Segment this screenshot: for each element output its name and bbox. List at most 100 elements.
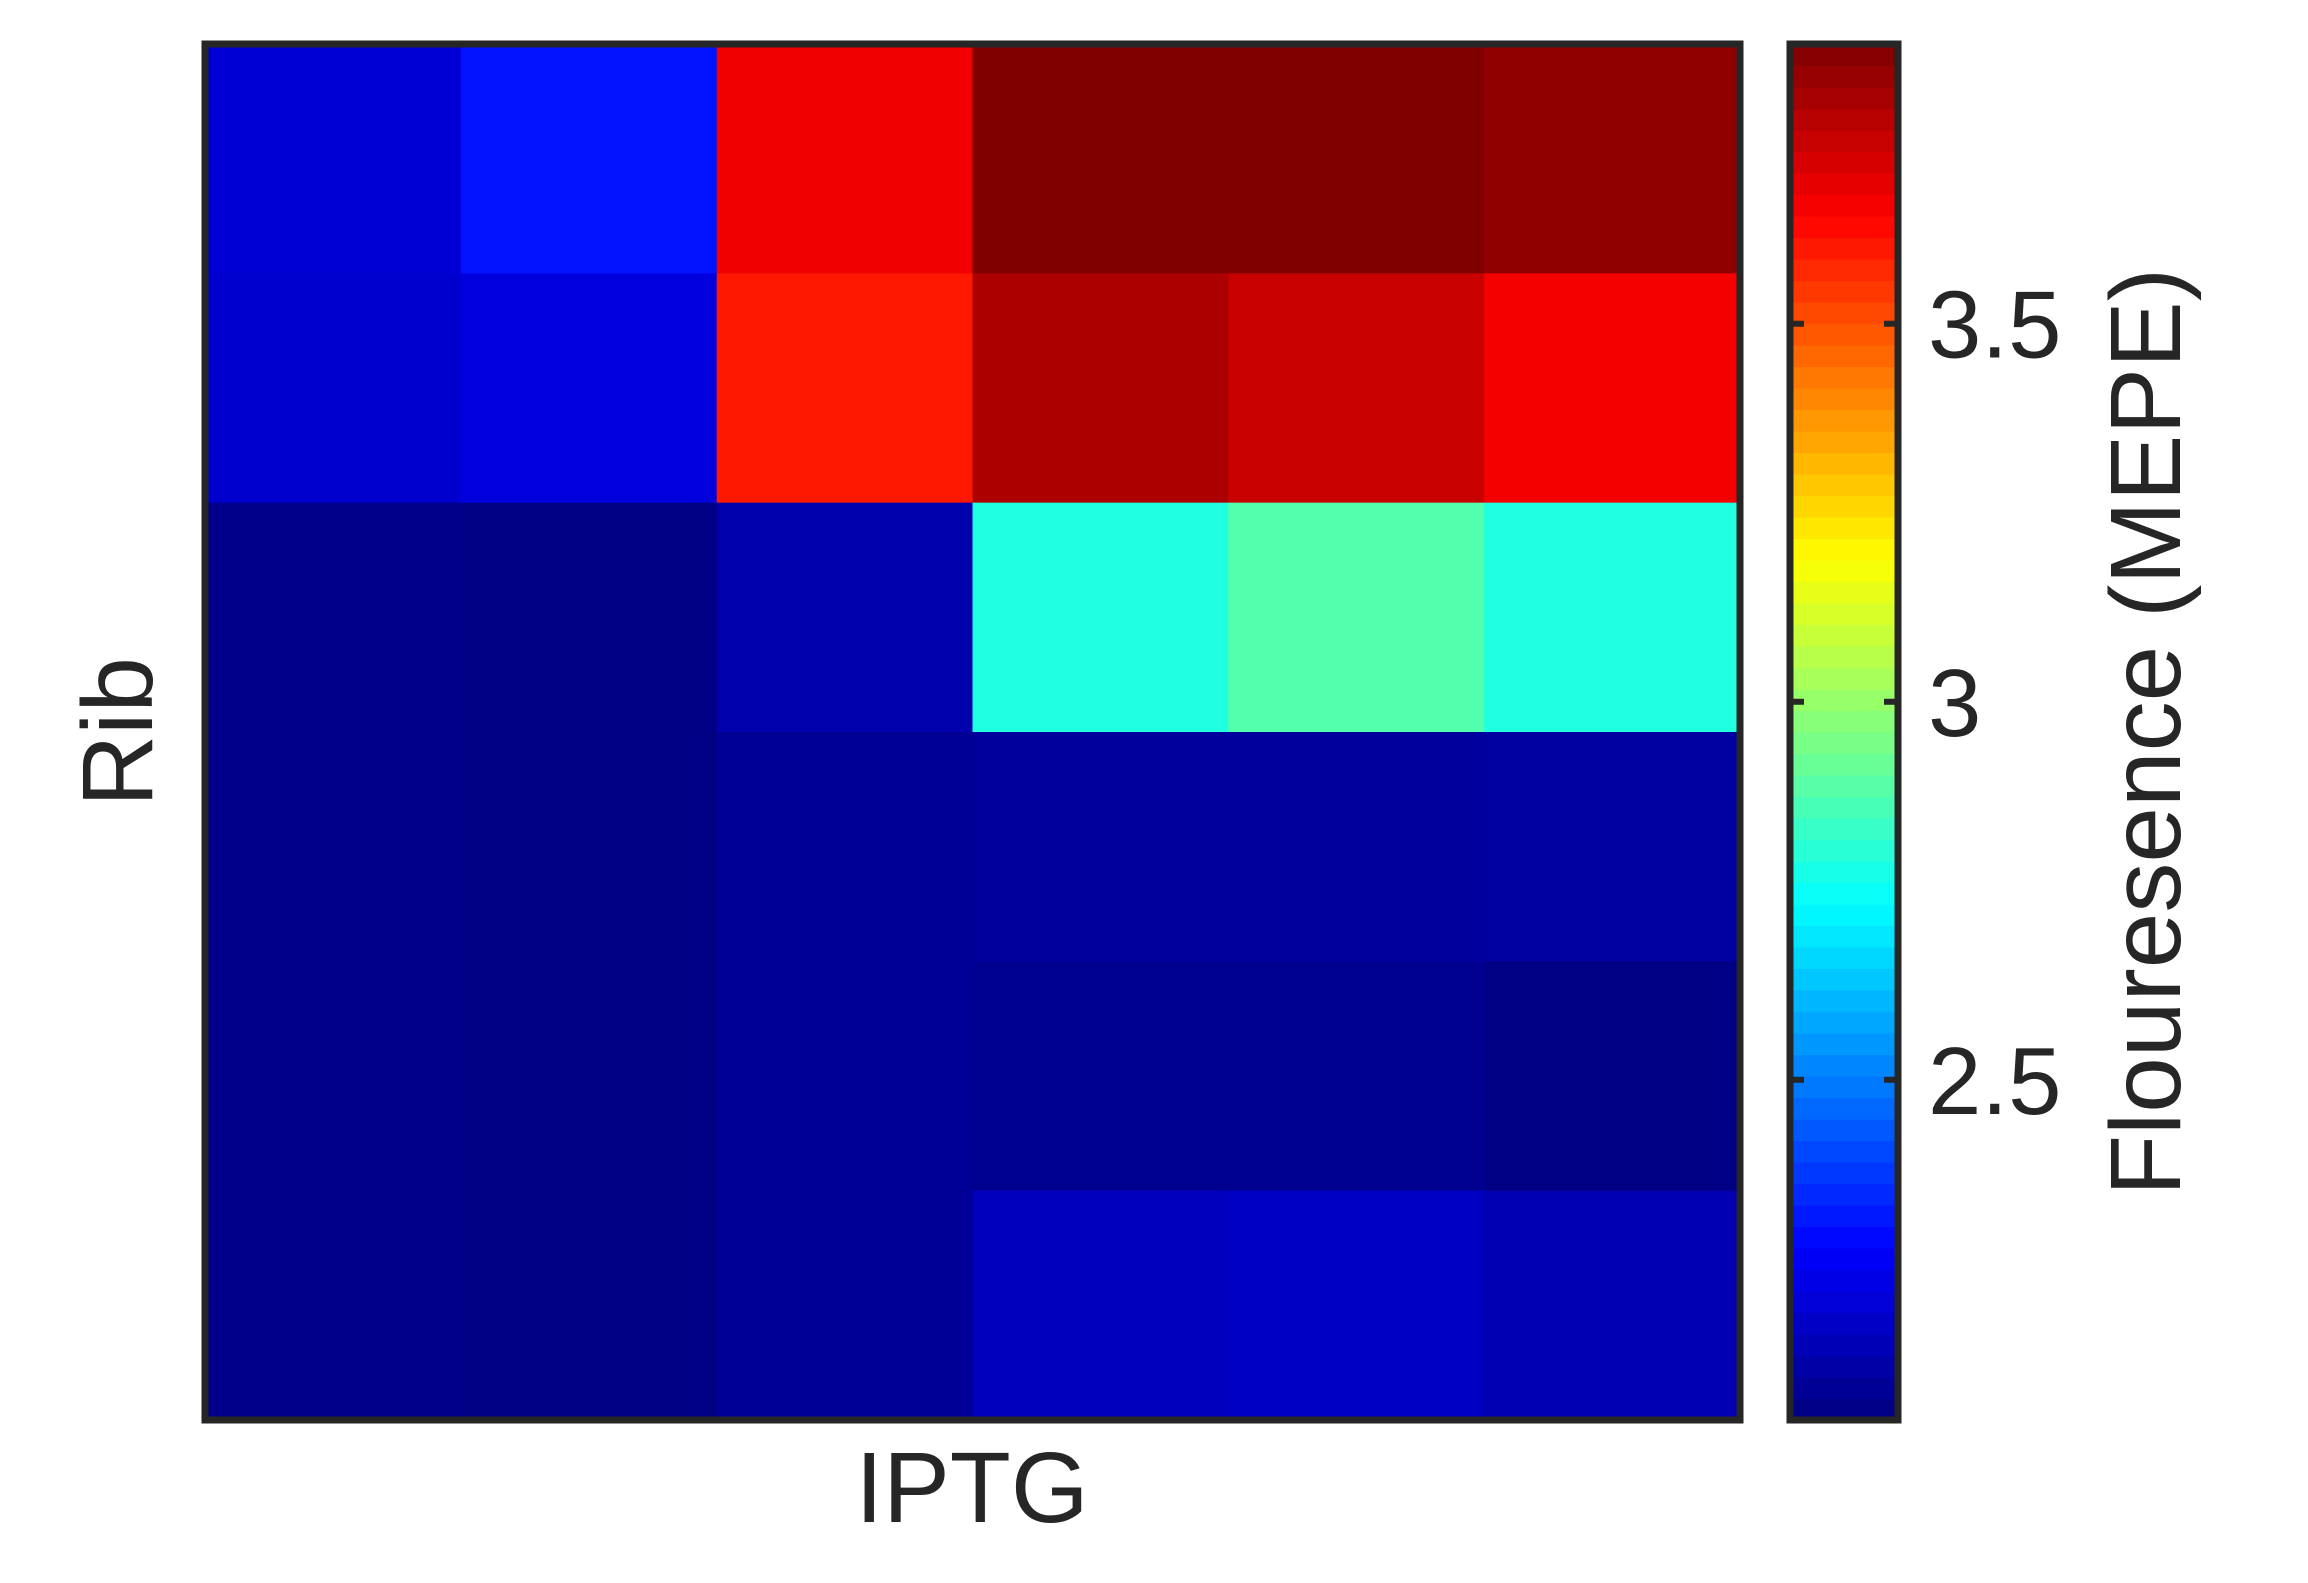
colorbar-swatch xyxy=(1790,646,1898,669)
colorbar-swatch xyxy=(1790,194,1898,217)
heatmap-cell xyxy=(716,273,974,504)
colorbar-swatch xyxy=(1790,1355,1898,1378)
heatmap-cell xyxy=(1228,1190,1485,1421)
heatmap-cell xyxy=(205,273,462,504)
heatmap-cell xyxy=(716,961,974,1192)
colorbar-swatch xyxy=(1790,1054,1898,1077)
colorbar-swatch xyxy=(1790,87,1898,110)
heatmap-cells xyxy=(205,44,1741,1421)
heatmap-cell xyxy=(972,1190,1229,1421)
colorbar-swatch xyxy=(1790,495,1898,518)
colorbar-swatch xyxy=(1790,667,1898,690)
colorbar-swatch xyxy=(1790,1377,1898,1400)
heatmap-cell xyxy=(1484,732,1741,962)
colorbar-swatch xyxy=(1790,581,1898,604)
colorbar-swatch xyxy=(1790,796,1898,819)
colorbar-swatch xyxy=(1790,732,1898,755)
colorbar-swatch xyxy=(1790,409,1898,432)
colorbar-tick-label: 3 xyxy=(1928,650,1981,757)
colorbar-swatch xyxy=(1790,947,1898,970)
heatmap-cell xyxy=(1484,273,1741,504)
colorbar-swatch xyxy=(1790,1291,1898,1314)
colorbar-swatch xyxy=(1790,151,1898,174)
colorbar-swatch xyxy=(1790,1312,1898,1335)
colorbar-swatch xyxy=(1790,1334,1898,1357)
colorbar-swatch xyxy=(1790,1140,1898,1163)
colorbar-swatch xyxy=(1790,65,1898,88)
colorbar-swatch xyxy=(1790,345,1898,368)
colorbar-swatch xyxy=(1790,689,1898,712)
colorbar-swatch xyxy=(1790,1097,1898,1120)
heatmap-cell xyxy=(205,961,462,1192)
heatmap-cell xyxy=(205,732,462,962)
heatmap-cell xyxy=(716,732,974,962)
colorbar-swatch xyxy=(1790,1248,1898,1271)
heatmap-cell xyxy=(460,273,718,504)
colorbar-swatch xyxy=(1790,1011,1898,1034)
colorbar-swatch xyxy=(1790,1033,1898,1056)
colorbar-swatch xyxy=(1790,1398,1898,1421)
colorbar-swatch xyxy=(1790,323,1898,346)
colorbar-swatch xyxy=(1790,1119,1898,1142)
colorbar-swatch xyxy=(1790,474,1898,497)
heatmap-cell xyxy=(460,732,718,962)
colorbar-swatch xyxy=(1790,431,1898,454)
heatmap-cell xyxy=(1228,961,1485,1192)
colorbar-label: Flouresence (MEPE) xyxy=(2090,268,2202,1196)
colorbar-swatch xyxy=(1790,603,1898,626)
heatmap-cell xyxy=(1484,502,1741,733)
colorbar-swatch xyxy=(1790,130,1898,153)
heatmap-cell xyxy=(972,732,1229,962)
colorbar-swatch xyxy=(1790,108,1898,131)
colorbar-swatch xyxy=(1790,388,1898,411)
x-axis-label: IPTG xyxy=(855,1432,1088,1544)
colorbar-swatch xyxy=(1790,775,1898,798)
colorbar-swatch xyxy=(1790,538,1898,561)
colorbar-swatch xyxy=(1790,968,1898,991)
colorbar-swatch xyxy=(1790,1205,1898,1228)
colorbar-swatch xyxy=(1790,1226,1898,1249)
colorbar-swatch xyxy=(1790,237,1898,260)
colorbar-swatch xyxy=(1790,302,1898,325)
colorbar-swatch xyxy=(1790,990,1898,1013)
heatmap-cell xyxy=(1484,961,1741,1192)
colorbar-ticks: 2.5 3 3.5 xyxy=(1790,272,2061,1135)
heatmap-cell xyxy=(972,44,1229,274)
colorbar-swatch xyxy=(1790,366,1898,389)
colorbar-swatch xyxy=(1790,1183,1898,1206)
colorbar-swatch xyxy=(1790,753,1898,776)
colorbar-swatch xyxy=(1790,452,1898,475)
colorbar-swatch xyxy=(1790,818,1898,841)
y-axis-label: Rib xyxy=(62,657,174,807)
heatmap-cell xyxy=(205,44,462,274)
heatmap-cell xyxy=(1228,44,1485,274)
heatmap-cell xyxy=(1484,1190,1741,1421)
colorbar-swatch xyxy=(1790,1269,1898,1292)
colorbar-swatch xyxy=(1790,839,1898,862)
heatmap-cell xyxy=(460,44,718,274)
colorbar-swatch xyxy=(1790,710,1898,733)
colorbar-swatch xyxy=(1790,280,1898,303)
colorbar-swatch xyxy=(1790,1162,1898,1185)
colorbar-frame xyxy=(1786,40,1902,1424)
colorbar xyxy=(1790,44,1898,1421)
heatmap-cell xyxy=(716,502,974,733)
plot-frame xyxy=(201,40,1744,1424)
colorbar-swatch xyxy=(1790,882,1898,905)
colorbar-swatch xyxy=(1790,925,1898,948)
heatmap-cell xyxy=(1228,732,1485,962)
heatmap-cell xyxy=(716,44,974,274)
heatmap-cell xyxy=(972,961,1229,1192)
heatmap-cell xyxy=(1484,44,1741,274)
heatmap-cell xyxy=(460,1190,718,1421)
heatmap-cell xyxy=(716,1190,974,1421)
colorbar-swatch xyxy=(1790,173,1898,196)
colorbar-tick-label: 2.5 xyxy=(1928,1028,2061,1135)
colorbar-swatch xyxy=(1790,560,1898,583)
heatmap-cell xyxy=(972,273,1229,504)
heatmap-cell xyxy=(460,961,718,1192)
heatmap-cell xyxy=(460,502,718,733)
colorbar-swatch xyxy=(1790,861,1898,884)
colorbar-swatch xyxy=(1790,904,1898,927)
